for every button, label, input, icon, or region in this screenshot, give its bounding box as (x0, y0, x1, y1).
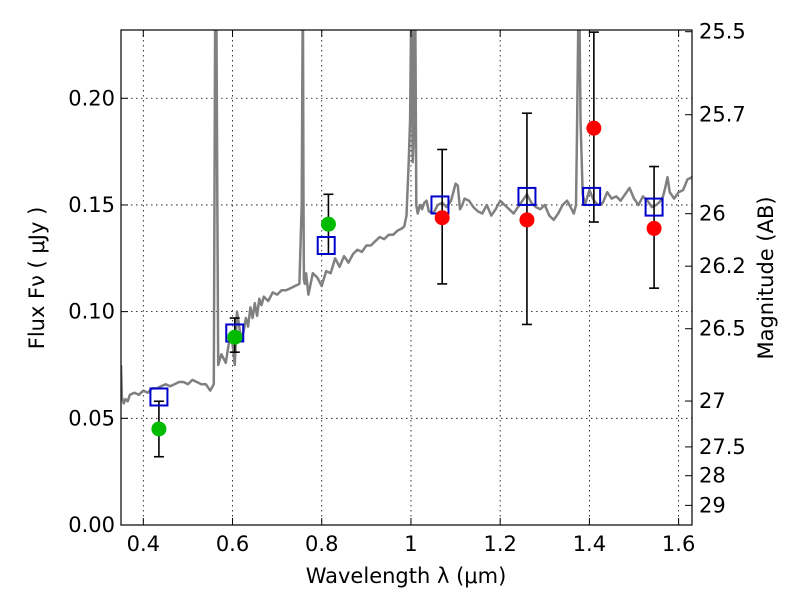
y-tick-label: 0.15 (68, 193, 115, 217)
y-tick-label: 0.10 (68, 300, 115, 324)
observed-point-red (519, 212, 535, 228)
right-tick-label: 28 (699, 464, 726, 488)
y-tick-label: 0.00 (68, 513, 115, 537)
spectrum-layer (121, 30, 692, 405)
x-tick-label: 1 (404, 532, 417, 556)
model-photometry-square (644, 197, 664, 217)
y-axis-right-title: Magnitude (AB) (754, 196, 778, 359)
right-tick-label: 27 (699, 389, 726, 413)
right-tick-label: 25.5 (699, 20, 746, 44)
right-tick-label: 26.2 (699, 254, 746, 278)
x-tick-label: 1.2 (483, 532, 516, 556)
model-spectrum-line (121, 30, 692, 405)
right-tick-label: 26 (699, 202, 726, 226)
right-tick-label: 29 (699, 493, 726, 517)
x-tick-label: 1.6 (662, 532, 695, 556)
y-tick-label: 0.20 (68, 86, 115, 110)
x-tick-label: 0.6 (216, 532, 249, 556)
right-tick-label: 27.5 (699, 435, 746, 459)
points-layer (149, 31, 664, 458)
right-tick-label: 25.7 (699, 103, 746, 127)
observed-point-green (320, 216, 336, 232)
tick-labels: 0.4 0.6 0.8 1 1.2 1.4 1.6 0.00 0.05 0.10 0.15 0.20 2… (68, 20, 746, 556)
observed-point-red (434, 210, 450, 226)
model-photometry-square (316, 235, 336, 255)
right-tick-label: 26.5 (699, 317, 746, 341)
x-tick-label: 0.8 (305, 532, 338, 556)
plot-frame (120, 29, 693, 526)
observed-point-green (227, 329, 243, 345)
ticks-layer (121, 30, 692, 526)
x-tick-label: 1.4 (573, 532, 606, 556)
observed-point-red (586, 120, 602, 136)
model-photometry-square (582, 186, 602, 206)
y-axis-title: Flux Fν ( μJy ) (25, 207, 49, 350)
x-tick-label: 0.4 (127, 532, 160, 556)
observed-point-green (151, 421, 167, 437)
y-tick-label: 0.05 (68, 406, 115, 430)
observed-point-red (646, 220, 662, 236)
model-photometry-square (517, 186, 537, 206)
model-photometry-square (149, 387, 169, 407)
x-axis-title: Wavelength λ (μm) (306, 564, 507, 588)
